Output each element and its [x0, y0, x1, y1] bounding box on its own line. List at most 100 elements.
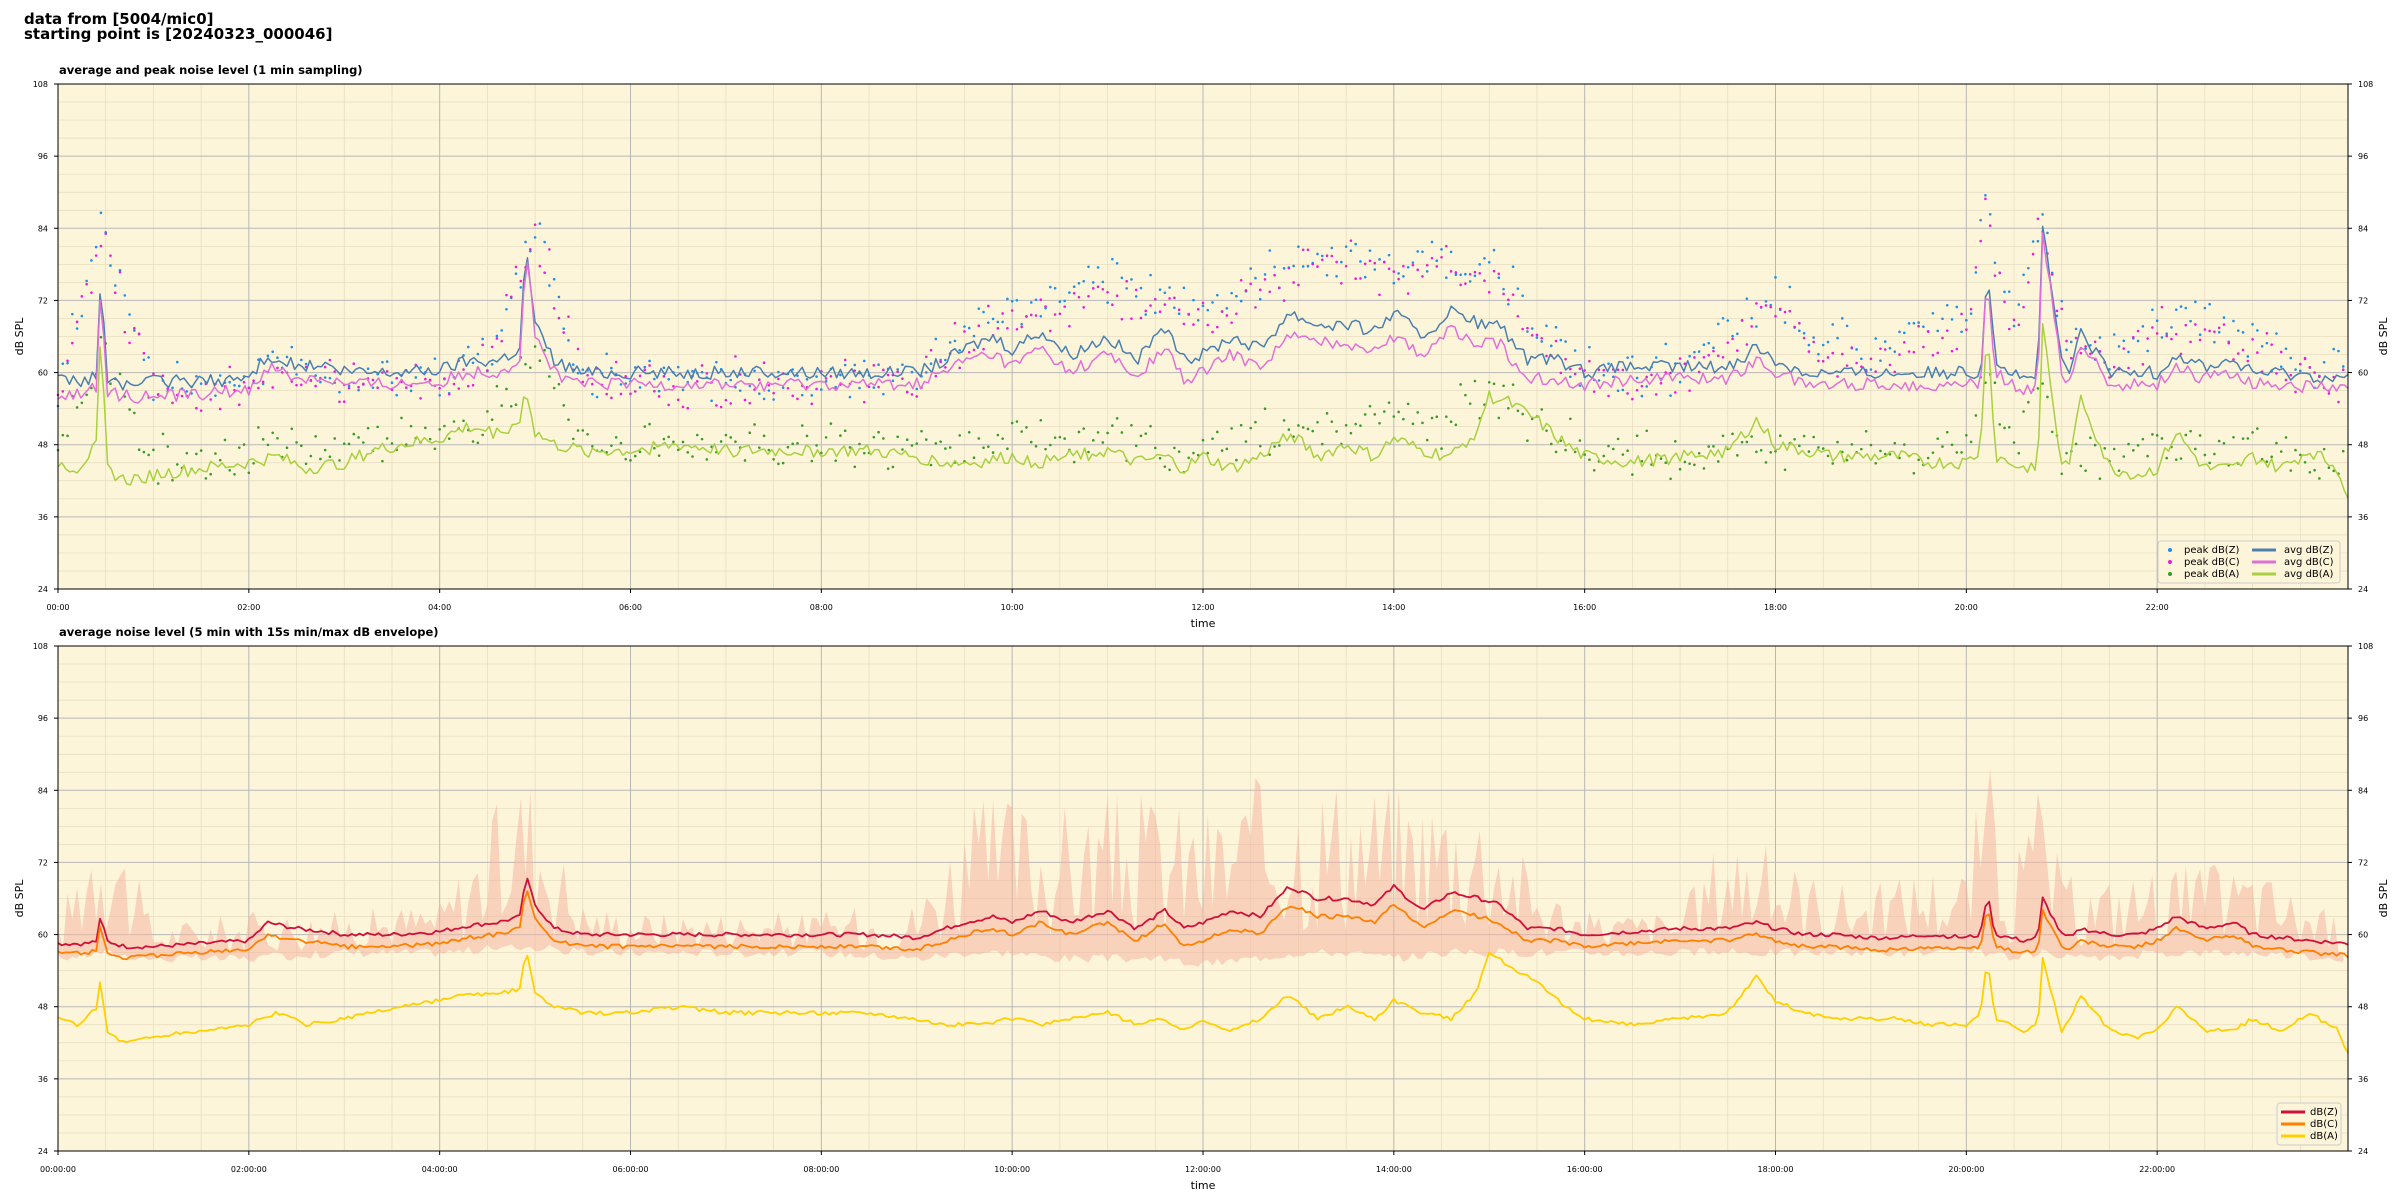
peak-point: [1187, 456, 1190, 460]
peak-point: [910, 370, 914, 374]
legend-marker: [2168, 572, 2172, 576]
peak-point: [1521, 412, 1524, 416]
peak-point: [1149, 304, 1152, 307]
peak-point: [1764, 461, 1768, 464]
peak-point: [886, 467, 890, 470]
peak-point: [1306, 264, 1310, 268]
peak-point: [2084, 345, 2087, 348]
peak-point: [90, 386, 93, 390]
peak-point: [2079, 351, 2083, 355]
peak-point: [233, 384, 236, 387]
peak-point: [695, 433, 699, 437]
peak-point: [1912, 321, 1916, 325]
peak-point: [958, 348, 961, 352]
peak-point: [2055, 309, 2059, 313]
peak-point: [228, 468, 232, 472]
peak-point: [1826, 356, 1830, 359]
peak-point: [1573, 450, 1577, 454]
peak-point: [633, 390, 637, 393]
peak-point: [1173, 296, 1176, 300]
peak-point: [1435, 265, 1439, 268]
peak-point: [1631, 355, 1634, 358]
x-axis-label: time: [1191, 1179, 1216, 1192]
peak-point: [1802, 331, 1806, 335]
peak-point: [1072, 291, 1076, 295]
peak-point: [1225, 307, 1229, 310]
peak-point: [915, 395, 919, 398]
peak-point: [99, 211, 103, 215]
peak-point: [1478, 271, 1482, 275]
peak-point: [1115, 417, 1119, 420]
peak-point: [2074, 327, 2078, 331]
peak-point: [385, 360, 389, 363]
peak-point: [662, 366, 666, 369]
peak-point: [1502, 287, 1505, 291]
peak-point: [228, 380, 232, 384]
peak-point: [1330, 420, 1334, 423]
peak-point: [2012, 324, 2016, 328]
peak-point: [562, 331, 566, 334]
peak-point: [924, 355, 928, 359]
peak-point: [1955, 305, 1959, 309]
peak-point: [719, 440, 723, 443]
peak-point: [142, 450, 146, 454]
peak-point: [1340, 260, 1343, 264]
peak-point: [495, 337, 499, 340]
peak-point: [924, 371, 928, 374]
peak-point: [1564, 448, 1567, 452]
peak-point: [1926, 330, 1930, 333]
peak-point: [1201, 301, 1205, 305]
peak-point: [1258, 288, 1262, 292]
peak-point: [1683, 362, 1687, 365]
peak-point: [1726, 341, 1730, 344]
legend-marker: [2168, 560, 2172, 564]
peak-point: [1306, 248, 1310, 252]
peak-point: [2079, 464, 2083, 468]
peak-point: [1979, 218, 1982, 222]
peak-point: [1449, 270, 1453, 273]
peak-point: [362, 382, 365, 386]
peak-point: [1445, 415, 1448, 418]
peak-point: [815, 387, 818, 391]
peak-point: [1173, 446, 1176, 450]
peak-point: [963, 325, 966, 328]
peak-point: [977, 437, 981, 440]
peak-point: [672, 384, 675, 388]
peak-point: [1826, 454, 1830, 458]
peak-point: [1211, 330, 1214, 334]
peak-point: [452, 382, 456, 386]
peak-point: [2112, 447, 2116, 451]
peak-point: [1492, 269, 1496, 273]
peak-point: [261, 438, 265, 441]
peak-point: [1483, 279, 1486, 283]
peak-point: [972, 456, 976, 460]
y-tick-label-right: 60: [2358, 931, 2368, 940]
peak-point: [175, 360, 179, 364]
peak-point: [724, 398, 728, 402]
peak-point: [1545, 429, 1548, 432]
peak-point: [1230, 291, 1233, 295]
peak-point: [581, 429, 585, 432]
peak-point: [338, 459, 341, 462]
peak-point: [1001, 437, 1004, 440]
peak-point: [1821, 359, 1825, 363]
peak-point: [466, 345, 470, 349]
peak-point: [1621, 453, 1625, 456]
peak-point: [2170, 337, 2173, 341]
peak-point: [1702, 467, 1706, 470]
y-tick-label-right: 24: [2358, 1147, 2368, 1156]
peak-point: [352, 432, 356, 436]
peak-point: [2294, 448, 2297, 452]
peak-point: [1860, 365, 1863, 368]
peak-point: [109, 264, 112, 267]
peak-point: [882, 368, 885, 372]
peak-point: [2275, 441, 2278, 445]
peak-point: [581, 368, 585, 371]
peak-point: [1831, 462, 1835, 465]
peak-point: [829, 374, 833, 378]
peak-point: [2217, 439, 2221, 443]
peak-point: [2031, 240, 2035, 243]
peak-point: [490, 345, 494, 349]
peak-point: [1912, 471, 1916, 475]
x-tick-label: 20:00: [1955, 603, 1978, 612]
